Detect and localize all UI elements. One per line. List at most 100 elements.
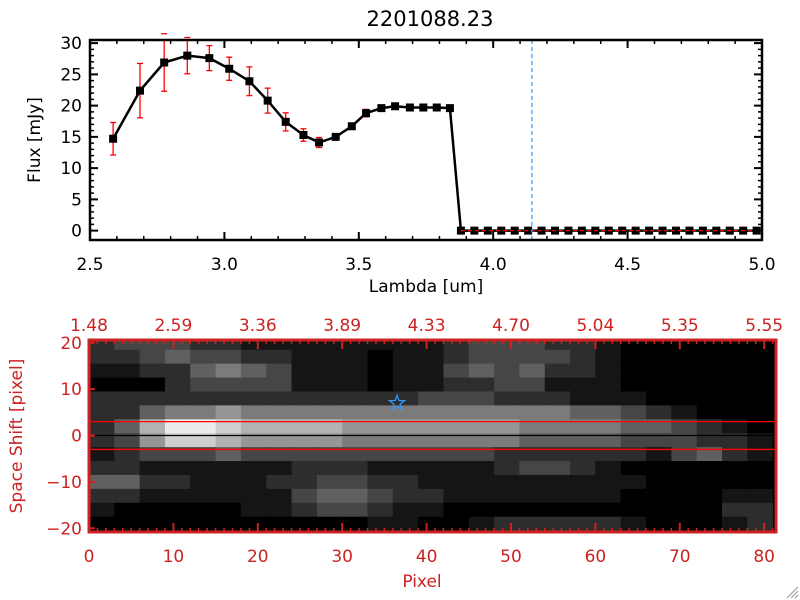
heatmap-cell xyxy=(696,474,723,490)
heatmap-cell xyxy=(519,433,546,448)
heatmap-cell xyxy=(342,419,369,434)
x-tick-label: 60 xyxy=(585,547,607,567)
heatmap-cell xyxy=(316,474,343,490)
heatmap-cell xyxy=(620,363,647,379)
heatmap-cell xyxy=(367,461,394,476)
heatmap-cell xyxy=(544,391,571,406)
heatmap-cell xyxy=(240,391,267,406)
heatmap-cell xyxy=(721,502,748,518)
heatmap-cell xyxy=(164,461,191,476)
heatmap-cell xyxy=(367,433,394,448)
heatmap-cell xyxy=(443,419,470,434)
heatmap-cell xyxy=(291,391,318,406)
heatmap-cell xyxy=(114,340,141,351)
data-point xyxy=(685,226,694,235)
heatmap-cell xyxy=(747,349,774,365)
heatmap-cell xyxy=(215,433,242,448)
heatmap-cell xyxy=(494,349,520,365)
heatmap-cell xyxy=(620,488,647,504)
heatmap-cell xyxy=(468,349,495,365)
heatmap-cell xyxy=(367,502,394,518)
heatmap-cell xyxy=(164,488,191,504)
heatmap-cell xyxy=(519,461,546,476)
heatmap-cell xyxy=(114,377,141,392)
heatmap-cell xyxy=(620,461,647,476)
heatmap-cell xyxy=(696,502,723,518)
heatmap-cell xyxy=(342,340,369,351)
data-point xyxy=(205,54,214,63)
heatmap-cell xyxy=(215,419,242,434)
heatmap-cell xyxy=(240,340,267,351)
bottom-xlabel: Pixel xyxy=(402,572,441,592)
heatmap-cell xyxy=(114,516,141,533)
heatmap-cell xyxy=(443,516,470,533)
heatmap-cell xyxy=(418,474,444,490)
heatmap-cell xyxy=(646,363,672,379)
heatmap-cell xyxy=(721,474,748,490)
resize-grip-icon[interactable] xyxy=(786,586,799,599)
heatmap-cell xyxy=(139,363,166,379)
y-tick-label: 15 xyxy=(60,128,82,148)
heatmap-cell xyxy=(443,474,470,490)
x-tick-label: 50 xyxy=(500,547,522,567)
heatmap-cell xyxy=(696,433,723,448)
heatmap-cell xyxy=(595,349,622,365)
heatmap-cell xyxy=(747,405,774,420)
data-point xyxy=(377,104,386,113)
heatmap-cell xyxy=(544,447,571,462)
heatmap-cell xyxy=(544,516,571,533)
heatmap-cell xyxy=(620,340,647,351)
heatmap-cell xyxy=(519,474,546,490)
heatmap-cell xyxy=(595,377,622,392)
x-tick-label: 3.5 xyxy=(345,255,372,275)
data-point xyxy=(299,131,308,139)
heatmap-cell xyxy=(367,447,394,462)
heatmap-cell xyxy=(392,447,419,462)
heatmap-cell xyxy=(139,502,166,518)
heatmap-cell xyxy=(519,391,546,406)
heatmap-cell xyxy=(544,461,571,476)
heatmap-cell xyxy=(671,502,698,518)
heatmap-cell xyxy=(392,461,419,476)
heatmap-cell xyxy=(671,474,698,490)
heatmap-cell xyxy=(443,461,470,476)
heatmap-cell xyxy=(721,405,748,420)
data-point xyxy=(483,226,492,235)
heatmap-cell xyxy=(468,474,495,490)
heatmap-cell xyxy=(494,474,520,490)
heatmap-cell xyxy=(392,349,419,365)
heatmap-cell xyxy=(595,419,622,434)
heatmap-cell xyxy=(240,488,267,504)
heatmap-cell xyxy=(164,447,191,462)
heatmap-cell xyxy=(570,419,596,434)
heatmap-cell xyxy=(418,516,444,533)
heatmap-cell xyxy=(468,488,495,504)
heatmap-cell xyxy=(215,461,242,476)
heatmap-cell xyxy=(139,377,166,392)
heatmap-cell xyxy=(240,447,267,462)
heatmap-cell xyxy=(316,502,343,518)
top-x-tick-label: 3.89 xyxy=(323,316,361,336)
heatmap-cell xyxy=(671,349,698,365)
top-x-tick-label: 5.04 xyxy=(576,316,614,336)
heatmap-cell xyxy=(266,419,293,434)
heatmap-cell xyxy=(164,349,191,365)
heatmap-cell xyxy=(367,488,394,504)
heatmap-cell xyxy=(747,474,774,490)
heatmap-cell xyxy=(418,349,444,365)
heatmap-cell xyxy=(544,488,571,504)
x-tick-label: 80 xyxy=(753,547,775,567)
heatmap-cell xyxy=(671,461,698,476)
data-point xyxy=(109,134,118,143)
heatmap-cell xyxy=(646,377,672,392)
data-point xyxy=(245,77,254,86)
top-x-tick-label: 2.59 xyxy=(154,316,192,336)
data-point xyxy=(183,51,192,60)
heatmap-cell xyxy=(291,447,318,462)
heatmap-cell xyxy=(367,419,394,434)
heatmap-cell xyxy=(468,405,495,420)
heatmap-cell xyxy=(266,516,293,533)
heatmap-cell xyxy=(494,433,520,448)
heatmap-cell xyxy=(494,363,520,379)
top-ylabel: Flux [mJy] xyxy=(25,97,45,183)
